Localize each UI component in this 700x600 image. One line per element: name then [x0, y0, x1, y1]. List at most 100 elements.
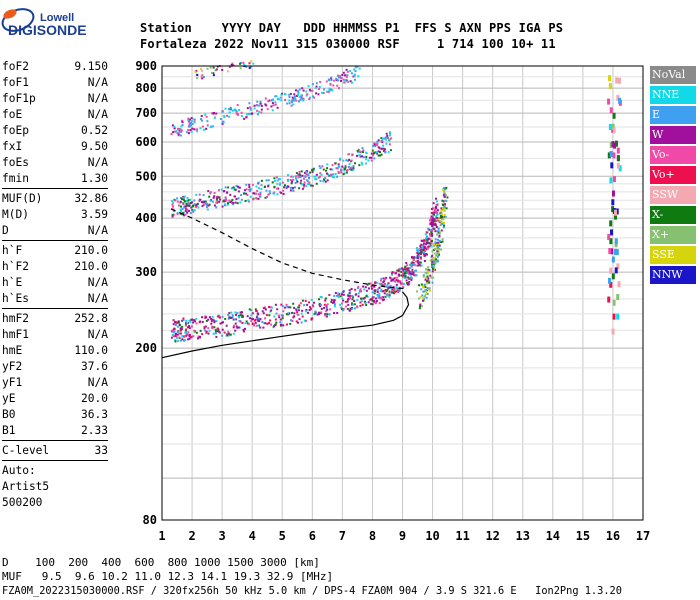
- echo-dot: [302, 183, 305, 186]
- echo-dot: [222, 200, 225, 203]
- echo-dot: [212, 318, 215, 321]
- echo-dot: [249, 108, 252, 111]
- echo-dot: [327, 78, 330, 81]
- echo-dot: [333, 299, 336, 302]
- echo-dot: [285, 313, 288, 316]
- echo-dot: [189, 202, 192, 205]
- echo-dot: [402, 268, 405, 271]
- echo-dot: [207, 327, 210, 330]
- echo-dot: [373, 292, 376, 295]
- echo-dot: [259, 318, 262, 321]
- echo-dot: [419, 245, 422, 248]
- echo-dot: [234, 318, 237, 321]
- echo-dot: [422, 290, 425, 293]
- echo-dot: [348, 158, 351, 161]
- echo-dot: [295, 308, 298, 311]
- echo-dot: [442, 226, 445, 229]
- echo-dot: [434, 238, 437, 241]
- echo-dot: [303, 181, 306, 184]
- echo-dot: [208, 203, 211, 206]
- param-value: 9.150: [74, 60, 108, 73]
- echo-dot: [213, 191, 216, 194]
- echo-dot: [410, 265, 413, 268]
- echo-dot: [306, 311, 309, 314]
- echo-dot: [358, 290, 361, 293]
- echo-dot: [411, 272, 414, 275]
- echo-dot: [374, 143, 377, 146]
- echo-dot: [231, 62, 234, 65]
- echo-dot: [422, 274, 425, 277]
- echo-dot: [229, 107, 232, 110]
- echo-dot: [180, 210, 183, 213]
- echo-dot: [251, 312, 254, 315]
- echo-dot: [325, 305, 328, 308]
- echo-dot: [245, 116, 248, 119]
- echo-dot: [200, 115, 203, 118]
- echo-dot: [422, 299, 425, 302]
- echo-dot: [281, 92, 284, 95]
- echo-dot: [181, 207, 184, 210]
- echo-dot: [252, 198, 255, 201]
- echo-dot: [267, 100, 270, 103]
- echo-dot: [431, 218, 434, 221]
- echo-dot: [616, 294, 620, 301]
- profile-curves: [161, 208, 410, 359]
- echo-dot: [394, 280, 397, 283]
- echo-dot: [259, 102, 262, 105]
- echo-dot: [226, 202, 229, 205]
- echo-dot: [415, 269, 418, 272]
- echo-dot: [411, 268, 414, 271]
- echo-dot: [176, 336, 179, 339]
- echo-dot: [239, 201, 242, 204]
- echo-dot: [260, 111, 263, 114]
- echo-dot: [343, 169, 346, 172]
- echo-dot: [319, 305, 322, 308]
- echo-dot: [354, 293, 357, 296]
- echo-dot: [347, 297, 350, 300]
- header-row-2: Fortaleza 2022 Nov11 315 030000 RSF 1 71…: [140, 37, 556, 51]
- echo-dot: [249, 106, 252, 109]
- echo-dot: [279, 321, 282, 324]
- echo-dot: [361, 147, 364, 150]
- echo-dot: [616, 162, 620, 169]
- echo-dot: [213, 111, 216, 114]
- echo-dot: [426, 239, 429, 242]
- echo-dot: [613, 248, 617, 255]
- echo-dot: [184, 209, 187, 212]
- echo-dot: [314, 175, 317, 178]
- echo-dot: [313, 96, 316, 99]
- echo-dot: [344, 166, 347, 169]
- echo-dot: [179, 332, 182, 335]
- echo-dot: [297, 306, 300, 309]
- param-row: D N/A: [2, 223, 108, 239]
- echo-dot: [362, 297, 365, 300]
- echo-dot: [298, 318, 301, 321]
- echo-dot: [174, 324, 177, 327]
- echo-dot: [249, 112, 252, 115]
- echo-dot: [300, 170, 303, 173]
- echo-dot: [257, 197, 260, 200]
- echo-dot: [181, 338, 184, 341]
- echo-dot: [185, 328, 188, 331]
- echo-dot: [339, 303, 342, 306]
- echo-dot: [370, 152, 373, 155]
- echo-dot: [356, 151, 359, 154]
- echo-dot: [247, 199, 250, 202]
- echo-dot: [311, 317, 314, 320]
- echo-dot: [337, 74, 340, 77]
- echo-dot: [211, 315, 214, 318]
- echo-dot: [292, 178, 295, 181]
- echo-dot: [332, 173, 335, 176]
- echo-dot: [301, 309, 304, 312]
- echo-dot: [206, 124, 209, 127]
- echo-dot: [318, 298, 321, 301]
- echo-dot: [608, 277, 612, 284]
- echo-dot: [422, 286, 425, 289]
- echo-dot: [276, 187, 279, 190]
- echo-dot: [378, 146, 381, 149]
- echo-dot: [353, 303, 356, 306]
- echo-dot: [425, 276, 428, 279]
- echo-dot: [346, 300, 349, 303]
- echo-dot: [425, 248, 428, 251]
- echo-dot: [291, 99, 294, 102]
